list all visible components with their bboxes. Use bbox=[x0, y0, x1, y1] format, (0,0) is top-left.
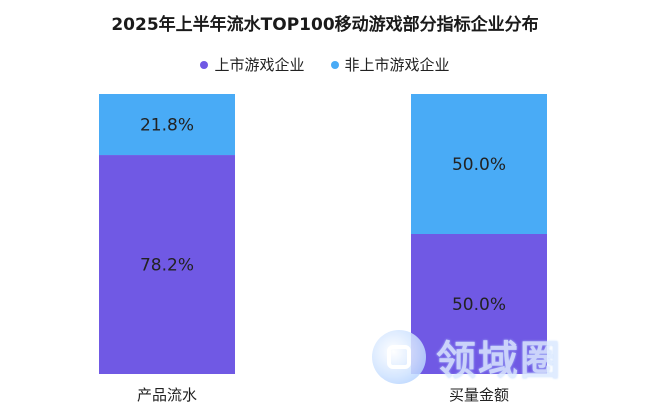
category-label: 买量金额 bbox=[449, 386, 509, 404]
legend-swatch-unlisted bbox=[330, 60, 339, 69]
category-label: 产品流水 bbox=[137, 386, 197, 404]
data-label: 50.0% bbox=[452, 295, 506, 315]
bar-segment-listed-2 bbox=[411, 234, 547, 374]
legend-item-unlisted: 非上市游戏企业 bbox=[330, 54, 450, 75]
bar-segment-unlisted-1 bbox=[99, 94, 235, 156]
chart-legend: 上市游戏企业 非上市游戏企业 bbox=[0, 54, 650, 75]
legend-label-unlisted: 非上市游戏企业 bbox=[344, 56, 450, 74]
watermark-logo: 领域圈 bbox=[372, 326, 622, 388]
watermark-text: 领域圈 bbox=[436, 338, 562, 384]
data-label: 78.2% bbox=[140, 256, 194, 276]
watermark-icon bbox=[372, 330, 426, 384]
chart-title: 2025年上半年流水TOP100移动游戏部分指标企业分布 bbox=[111, 15, 539, 35]
data-label: 50.0% bbox=[452, 155, 506, 175]
legend-swatch-listed bbox=[200, 60, 209, 69]
legend-item-listed: 上市游戏企业 bbox=[200, 54, 305, 75]
legend-label-listed: 上市游戏企业 bbox=[214, 56, 305, 74]
bar-segment-unlisted-2 bbox=[411, 94, 547, 234]
bar-segment-listed-1 bbox=[99, 155, 235, 374]
data-label: 21.8% bbox=[140, 116, 194, 136]
